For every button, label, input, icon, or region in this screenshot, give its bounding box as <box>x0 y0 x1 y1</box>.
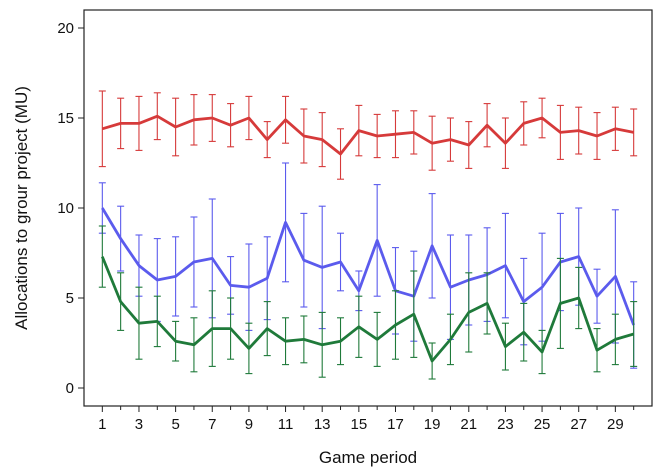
x-tick-label: 15 <box>350 416 367 433</box>
x-tick-label: 7 <box>208 416 216 433</box>
x-tick-label: 17 <box>387 416 404 433</box>
series-3 <box>98 225 638 380</box>
y-tick-label: 10 <box>57 200 74 217</box>
x-axis: 1 3 5 7 9 11 13 15 17 19 21 23 25 27 29 <box>98 406 635 433</box>
series-line <box>101 114 634 156</box>
y-tick-label: 5 <box>66 290 74 307</box>
x-tick-label: 5 <box>171 416 179 433</box>
x-tick-label: 23 <box>497 416 514 433</box>
x-tick-label: 11 <box>278 416 294 433</box>
x-tick-label: 13 <box>314 416 331 433</box>
x-tick-label: 3 <box>135 416 143 433</box>
y-axis: 0 5 10 15 20 <box>57 20 84 397</box>
y-tick-label: 20 <box>57 20 74 37</box>
x-tick-label: 1 <box>98 416 106 433</box>
plot-frame <box>83 9 653 407</box>
series-1 <box>98 90 638 180</box>
x-tick-label: 19 <box>424 416 441 433</box>
x-tick-label: 21 <box>460 416 477 433</box>
y-axis-title: Allocations to grour project (MU) <box>12 86 31 330</box>
series-2 <box>98 162 638 369</box>
series-layer <box>98 90 638 380</box>
y-tick-label: 0 <box>66 380 74 397</box>
x-tick-label: 27 <box>570 416 587 433</box>
x-axis-title: Game period <box>319 448 417 467</box>
y-tick-label: 15 <box>57 110 74 127</box>
series-line <box>101 256 635 363</box>
x-tick-label: 25 <box>534 416 551 433</box>
series-line <box>101 207 636 326</box>
x-tick-label: 9 <box>245 416 253 433</box>
x-tick-label: 29 <box>607 416 624 433</box>
